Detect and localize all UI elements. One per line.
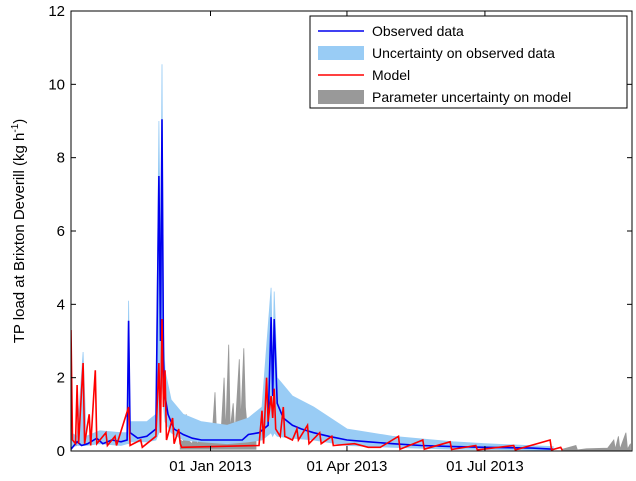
- y-tick-label: 8: [57, 150, 65, 167]
- y-tick-label: 2: [57, 370, 65, 387]
- legend-label: Model: [372, 67, 410, 83]
- legend-patch-swatch: [318, 46, 364, 60]
- y-tick-label: 0: [57, 443, 65, 460]
- y-axis-title-end: ): [11, 119, 28, 124]
- x-tick-label: 01 Apr 2013: [306, 458, 387, 475]
- y-tick-label: 12: [48, 3, 65, 20]
- y-tick-label: 4: [57, 296, 65, 313]
- y-axis-title-sup: -1: [10, 123, 21, 132]
- legend-label: Parameter uncertainty on model: [372, 89, 571, 105]
- legend-label: Uncertainty on observed data: [372, 45, 555, 61]
- observed-data-line: [71, 119, 554, 450]
- y-axis-title: TP load at Brixton Deverill (kg h-1): [10, 119, 28, 344]
- legend: Observed data Uncertainty on observed dat…: [309, 15, 628, 109]
- model-line: [71, 318, 564, 451]
- y-tick-label: 10: [48, 76, 65, 93]
- observed-uncertainty-band: [71, 64, 554, 451]
- y-axis-title-main: TP load at Brixton Deverill (kg h: [11, 133, 28, 344]
- y-tick-label: 6: [57, 223, 65, 240]
- legend-patch-swatch: [318, 90, 364, 104]
- legend-label: Observed data: [372, 23, 464, 39]
- x-tick-label: 01 Jul 2013: [446, 458, 524, 475]
- x-tick-label: 01 Jan 2013: [169, 458, 252, 475]
